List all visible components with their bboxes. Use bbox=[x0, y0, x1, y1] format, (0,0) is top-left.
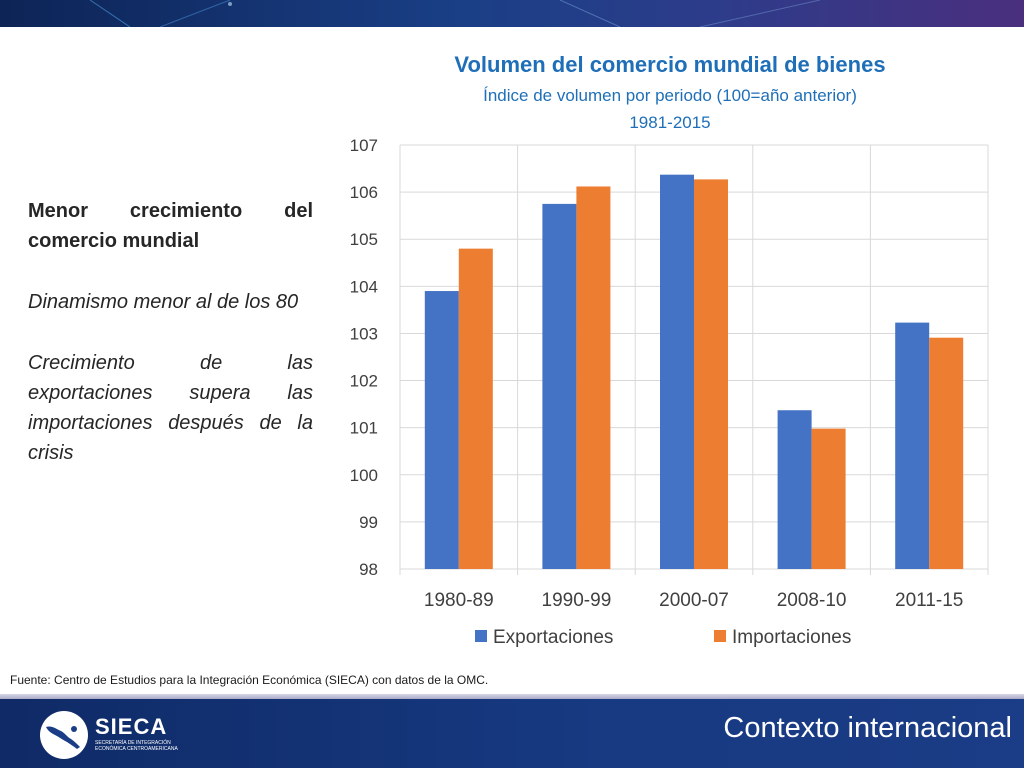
legend-swatch bbox=[475, 630, 487, 642]
y-tick-label: 103 bbox=[350, 324, 378, 343]
bar-exportaciones-1980-89 bbox=[424, 291, 459, 569]
y-tick-label: 106 bbox=[350, 183, 378, 202]
x-tick-label: 1990-99 bbox=[542, 590, 612, 611]
footer-banner: SIECA SECRETARÍA DE INTEGRACIÓN ECONÓMIC… bbox=[0, 699, 1024, 768]
y-tick-label: 100 bbox=[350, 466, 378, 485]
banner-decoration bbox=[89, 0, 821, 27]
y-tick-label: 98 bbox=[359, 560, 378, 579]
logo-subtitle: SECRETARÍA DE INTEGRACIÓN ECONÓMICA CENT… bbox=[95, 740, 178, 752]
top-banner bbox=[0, 0, 1024, 27]
panel-point-2: Crecimiento de las exportaciones supera … bbox=[28, 352, 313, 464]
panel-point-1: Dinamismo menor al de los 80 bbox=[28, 291, 299, 313]
bar-exportaciones-2000-07 bbox=[660, 174, 694, 569]
bar-chart: 98 99 100 101 102 103 104 105 106 107 1980-89 1990-… bbox=[350, 136, 989, 648]
y-tick-label: 101 bbox=[350, 419, 378, 438]
bar-importaciones-2011-15 bbox=[929, 337, 964, 569]
section-title: Contexto internacional bbox=[723, 712, 1012, 744]
bar-importaciones-1990-99 bbox=[576, 186, 611, 570]
sieca-logo-icon bbox=[40, 711, 88, 759]
y-tick-label: 102 bbox=[350, 372, 378, 391]
bar-exportaciones-2011-15 bbox=[895, 322, 930, 569]
left-text-panel: Menor crecimiento del comercio mundial D… bbox=[28, 196, 313, 499]
bar-importaciones-2008-10 bbox=[811, 428, 846, 569]
bar-exportaciones-2008-10 bbox=[777, 410, 812, 569]
legend-label: Importaciones bbox=[732, 627, 851, 648]
bar-importaciones-2000-07 bbox=[694, 179, 728, 569]
chart-title: Volumen del comercio mundial de bienes bbox=[454, 52, 886, 77]
axes: 98 99 100 101 102 103 104 105 106 107 1980-89 1990-… bbox=[350, 136, 964, 611]
bars bbox=[424, 174, 964, 570]
chart-period: 1981-2015 bbox=[629, 113, 711, 132]
x-tick-label: 2008-10 bbox=[777, 590, 847, 611]
x-tick-label: 1980-89 bbox=[424, 590, 494, 611]
legend: Exportaciones Importaciones bbox=[475, 627, 851, 648]
legend-swatch bbox=[714, 630, 726, 642]
footer-divider bbox=[0, 694, 1024, 699]
y-tick-label: 99 bbox=[359, 513, 378, 532]
bar-importaciones-1980-89 bbox=[458, 248, 493, 569]
legend-label: Exportaciones bbox=[493, 627, 613, 648]
y-tick-label: 104 bbox=[350, 277, 378, 296]
x-tick-label: 2011-15 bbox=[895, 590, 963, 611]
y-tick-label: 105 bbox=[350, 230, 378, 249]
y-tick-label: 107 bbox=[350, 136, 378, 155]
central-america-map-icon bbox=[46, 726, 80, 749]
x-tick-label: 2000-07 bbox=[659, 590, 729, 611]
chart-subtitle: Índice de volumen por periodo (100=año a… bbox=[483, 86, 857, 105]
bar-exportaciones-1990-99 bbox=[542, 203, 577, 569]
logo-name: SIECA bbox=[95, 714, 168, 739]
source-note: Fuente: Centro de Estudios para la Integ… bbox=[10, 673, 489, 687]
panel-heading: Menor crecimiento del comercio mundial bbox=[28, 200, 313, 252]
